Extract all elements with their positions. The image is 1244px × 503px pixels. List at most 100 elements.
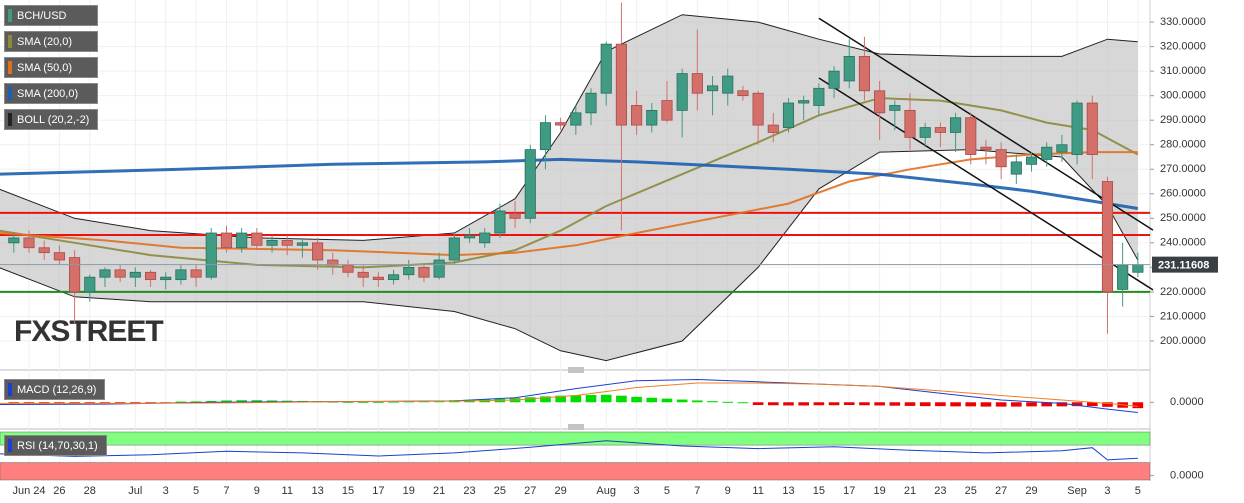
candle xyxy=(722,68,734,106)
candle-body xyxy=(23,237,35,249)
trend-line xyxy=(818,77,1154,291)
candle xyxy=(1071,100,1083,165)
x-tick-label: 25 xyxy=(494,485,506,497)
candle xyxy=(767,112,779,143)
bollinger-fill xyxy=(0,14,1138,361)
macd-histogram-bar xyxy=(1011,402,1022,407)
legend-entry[interactable]: SMA (20,0) xyxy=(4,31,99,52)
candle-body xyxy=(205,232,217,278)
candle xyxy=(782,98,795,133)
legend-entry[interactable]: BOLL (20,2,-2) xyxy=(4,109,99,130)
candle xyxy=(190,264,202,287)
candle-body xyxy=(53,252,65,261)
x-tick-label: 9 xyxy=(254,485,260,497)
candle-body xyxy=(1132,264,1144,273)
macd-histogram-bar xyxy=(236,400,247,403)
panel-grip[interactable] xyxy=(568,367,584,373)
x-tick-label: 29 xyxy=(555,485,567,497)
macd-histogram-bar xyxy=(388,401,399,403)
candle xyxy=(281,235,293,256)
x-tick-label: 17 xyxy=(843,485,855,497)
candle-body xyxy=(251,232,263,246)
macd-histogram-bar xyxy=(600,394,612,403)
candle-body xyxy=(615,43,627,126)
rsi-band xyxy=(0,462,1151,481)
candle xyxy=(160,272,172,290)
macd-histogram-bar xyxy=(767,402,779,406)
candle-body xyxy=(433,259,445,278)
candle-body xyxy=(1117,264,1129,290)
candle xyxy=(676,68,688,138)
candle-body xyxy=(38,247,50,254)
candle-body xyxy=(828,70,840,89)
indicator-tag[interactable]: MACD (12,26,9) xyxy=(4,379,106,400)
price-tag xyxy=(1152,256,1218,273)
x-tick-label: 7 xyxy=(223,485,229,497)
candle xyxy=(889,100,901,131)
candle xyxy=(813,83,825,116)
macd-histogram-bar xyxy=(874,402,885,406)
macd-histogram-bar xyxy=(1056,402,1068,407)
price-tag-label: 231.11608 xyxy=(1158,260,1209,272)
y-tick-label: 240.0000 xyxy=(1160,237,1206,249)
candle xyxy=(38,240,50,261)
candle-body xyxy=(767,124,779,133)
candle-body xyxy=(1071,102,1083,155)
x-tick-label: 17 xyxy=(372,485,384,497)
candle xyxy=(129,267,141,287)
legend-entry[interactable]: BCH/USD xyxy=(4,5,99,26)
candle xyxy=(828,66,840,99)
macd-histogram-bar xyxy=(843,402,855,405)
candle xyxy=(296,237,308,258)
candle-body xyxy=(403,266,415,276)
candle-body xyxy=(980,146,992,151)
x-tick-label: 11 xyxy=(282,485,293,497)
macd-histogram-bar xyxy=(707,401,718,403)
candle-body xyxy=(631,105,643,126)
x-tick-label: 3 xyxy=(634,485,640,497)
candle xyxy=(798,95,810,121)
legend-entry[interactable]: SMA (200,0) xyxy=(4,83,99,104)
candle xyxy=(144,269,157,287)
candle-body xyxy=(99,269,111,278)
candle-body xyxy=(934,127,946,133)
candle-body xyxy=(463,235,476,239)
watermark: FXSTREET xyxy=(14,315,163,348)
candle xyxy=(479,228,491,248)
candle-body xyxy=(752,92,764,126)
candle-body xyxy=(418,266,430,278)
macd-histogram-bar xyxy=(616,395,627,403)
macd-histogram-bar xyxy=(570,395,582,403)
moving-average xyxy=(0,97,1139,269)
macd-histogram-bar xyxy=(524,397,536,403)
legend-entry[interactable]: SMA (50,0) xyxy=(4,57,99,78)
panel-grip[interactable] xyxy=(568,424,584,430)
macd-histogram-bar xyxy=(889,402,901,406)
x-tick-label: 13 xyxy=(311,485,323,497)
indicator-tag[interactable]: RSI (14,70,30,1) xyxy=(4,435,107,456)
candle-body xyxy=(950,117,962,133)
candle xyxy=(372,272,384,287)
candle xyxy=(706,76,719,116)
candle xyxy=(585,88,597,126)
candle-body xyxy=(69,257,81,293)
y-tick-label: 250.0000 xyxy=(1160,212,1206,224)
macd-histogram-bar xyxy=(904,402,916,406)
candle xyxy=(1056,134,1068,162)
candle xyxy=(220,225,233,253)
candle-body xyxy=(448,237,460,261)
candle-body xyxy=(555,122,567,126)
macd-histogram-bar xyxy=(935,402,946,407)
candle xyxy=(995,142,1007,180)
macd-histogram-bar xyxy=(995,402,1007,407)
macd-histogram-bar xyxy=(221,400,232,403)
candle-body xyxy=(737,90,749,97)
candle-body xyxy=(372,276,384,281)
candle xyxy=(251,228,263,251)
legend: BCH/USD SMA (20,0) SMA (50,0) SMA (200,0) BO… xyxy=(4,5,99,130)
candle xyxy=(418,264,430,283)
candle-body xyxy=(524,149,536,219)
candle xyxy=(509,201,521,229)
